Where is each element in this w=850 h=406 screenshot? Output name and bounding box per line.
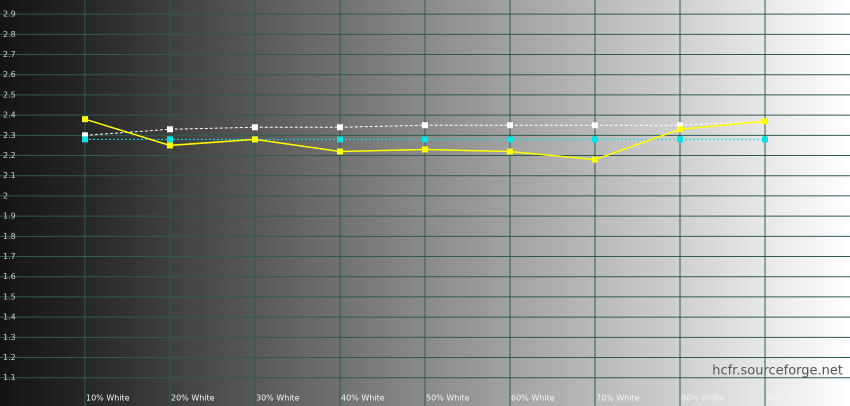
x-tick-label: 80% White xyxy=(681,394,725,403)
data-point xyxy=(762,136,768,143)
y-tick-label: 2.2 xyxy=(3,151,16,160)
y-tick-label: 2.9 xyxy=(3,10,16,19)
x-tick-label: 20% White xyxy=(171,394,215,403)
data-point xyxy=(507,148,513,155)
data-point xyxy=(507,122,513,129)
data-point xyxy=(762,118,768,125)
data-point xyxy=(337,136,343,143)
x-tick-label: 60% White xyxy=(511,394,555,403)
data-point xyxy=(677,126,683,133)
data-point xyxy=(252,124,258,131)
y-tick-label: 2.6 xyxy=(3,70,16,79)
y-tick-label: 2 xyxy=(3,191,8,200)
x-tick-label: 40% White xyxy=(341,394,385,403)
y-tick-label: 1.6 xyxy=(3,272,16,281)
y-tick-label: 1.8 xyxy=(3,232,16,241)
data-point xyxy=(252,136,258,143)
x-tick-label: 50% White xyxy=(426,394,470,403)
data-point xyxy=(422,136,428,143)
x-tick-label: 10% White xyxy=(86,394,130,403)
y-tick-label: 1.9 xyxy=(3,212,16,221)
y-tick-label: 1.7 xyxy=(3,252,16,261)
data-point xyxy=(677,122,683,129)
data-point xyxy=(592,122,598,129)
x-tick-label: 90% White xyxy=(766,394,810,403)
data-point xyxy=(507,136,513,143)
y-tick-label: 1.1 xyxy=(3,373,16,382)
y-tick-label: 2.7 xyxy=(3,50,16,59)
data-point xyxy=(422,146,428,153)
y-tick-label: 1.4 xyxy=(3,313,16,322)
data-point xyxy=(677,136,683,143)
y-tick-label: 2.1 xyxy=(3,171,16,180)
y-tick-label: 2.4 xyxy=(3,111,16,120)
data-point xyxy=(167,126,173,133)
y-tick-label: 2.5 xyxy=(3,90,16,99)
y-tick-label: 2.8 xyxy=(3,30,16,39)
y-tick-label: 2.3 xyxy=(3,131,16,140)
x-tick-label: 30% White xyxy=(256,394,300,403)
watermark: hcfr.sourceforge.net xyxy=(712,364,843,379)
x-tick-label: 70% White xyxy=(596,394,640,403)
y-tick-label: 1.5 xyxy=(3,292,16,301)
data-point xyxy=(167,136,173,143)
y-tick-label: 1.2 xyxy=(3,353,16,362)
data-point xyxy=(337,148,343,155)
data-point xyxy=(82,116,88,123)
data-point xyxy=(337,124,343,131)
data-point xyxy=(82,132,88,139)
data-point xyxy=(422,122,428,129)
data-point xyxy=(592,136,598,143)
y-tick-label: 1.3 xyxy=(3,333,16,342)
data-point xyxy=(82,136,88,143)
data-point xyxy=(592,156,598,163)
data-point xyxy=(167,142,173,149)
